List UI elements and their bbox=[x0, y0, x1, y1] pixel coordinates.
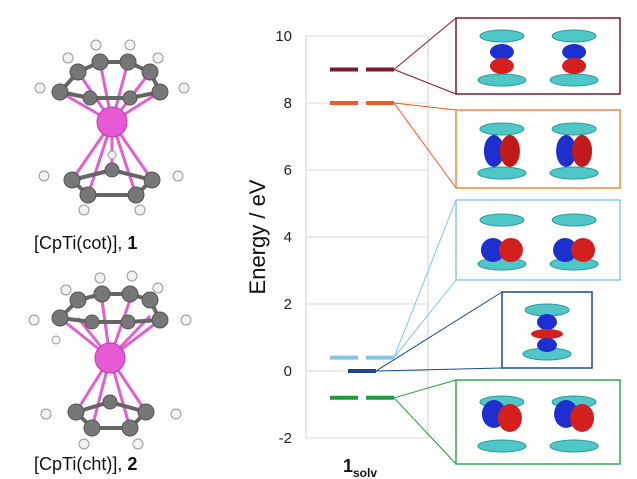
connector-line bbox=[375, 367, 503, 372]
molecule-1-ball-and-stick bbox=[34, 39, 190, 216]
y-tick-label: 0 bbox=[284, 363, 292, 380]
connector-line bbox=[393, 397, 457, 465]
lobe-blue bbox=[480, 238, 505, 262]
connector-line bbox=[375, 291, 503, 372]
lobe-red bbox=[571, 238, 596, 262]
ring-bottom bbox=[549, 73, 599, 87]
connector-line bbox=[393, 102, 457, 111]
orbital-box bbox=[501, 291, 593, 369]
tick-labels: 10 8 6 4 2 0 -2 bbox=[275, 28, 292, 447]
x-category-label: 1solv bbox=[343, 456, 377, 479]
gridlines bbox=[306, 35, 428, 439]
connector-line bbox=[393, 379, 457, 399]
ring-bottom bbox=[477, 257, 527, 271]
molecule-2-ball-and-stick bbox=[28, 270, 192, 450]
ring-bottom bbox=[477, 439, 527, 453]
lobe-blue bbox=[556, 135, 577, 167]
lobe-blue bbox=[483, 135, 504, 167]
ring-top bbox=[479, 122, 525, 136]
connector-line bbox=[393, 199, 457, 358]
orbital-box-frame bbox=[455, 379, 621, 465]
lobe-blue bbox=[537, 314, 557, 330]
connector-line bbox=[393, 69, 457, 95]
orbital-box bbox=[455, 379, 621, 465]
orbital-box-frame bbox=[455, 199, 621, 281]
y-tick-label: 8 bbox=[284, 95, 292, 112]
ring-top bbox=[479, 213, 525, 227]
lobe-blue bbox=[553, 238, 578, 262]
y-tick-label: -2 bbox=[279, 430, 292, 447]
lobe-red bbox=[572, 135, 593, 167]
ring-top bbox=[479, 29, 525, 43]
lobe-red bbox=[570, 404, 595, 432]
lobe-red bbox=[489, 58, 514, 74]
connector-line bbox=[393, 17, 457, 70]
lobe-red bbox=[498, 238, 523, 262]
ring-bottom bbox=[549, 257, 599, 271]
y-axis-label: Energy / eV bbox=[245, 179, 270, 294]
ring-top bbox=[551, 213, 597, 227]
molecule-2-caption: [CpTi(cht)], 2 bbox=[34, 454, 138, 474]
orbital-boxes bbox=[455, 17, 621, 465]
lobe-blue bbox=[489, 44, 514, 60]
lobe-red bbox=[497, 404, 522, 432]
molecule-1-caption: [CpTi(cot)], 1 bbox=[34, 233, 138, 253]
level-connectors bbox=[375, 17, 503, 465]
ring-top bbox=[551, 122, 597, 136]
lobe-blue bbox=[537, 338, 557, 352]
ring-bottom bbox=[549, 439, 599, 453]
lobe-red bbox=[562, 58, 587, 74]
ring-bottom bbox=[477, 73, 527, 87]
lobe-blue bbox=[562, 44, 587, 60]
y-tick-label: 2 bbox=[284, 296, 292, 313]
orbital-box bbox=[455, 17, 621, 95]
orbital-box bbox=[455, 109, 621, 189]
connector-line bbox=[393, 102, 457, 189]
ring-bottom bbox=[549, 166, 599, 180]
orbital-box bbox=[455, 199, 621, 281]
ring-bottom bbox=[477, 166, 527, 180]
connector-line bbox=[393, 279, 457, 358]
y-tick-label: 4 bbox=[284, 229, 292, 246]
lobe-red bbox=[531, 329, 563, 339]
ring-top bbox=[551, 29, 597, 43]
energy-axis: 10 8 6 4 2 0 -2 Energy / eV 1solv bbox=[245, 28, 429, 479]
lobe-red bbox=[499, 135, 520, 167]
y-tick-label: 10 bbox=[275, 28, 292, 45]
energy-levels bbox=[330, 67, 394, 400]
y-tick-label: 6 bbox=[284, 162, 292, 179]
